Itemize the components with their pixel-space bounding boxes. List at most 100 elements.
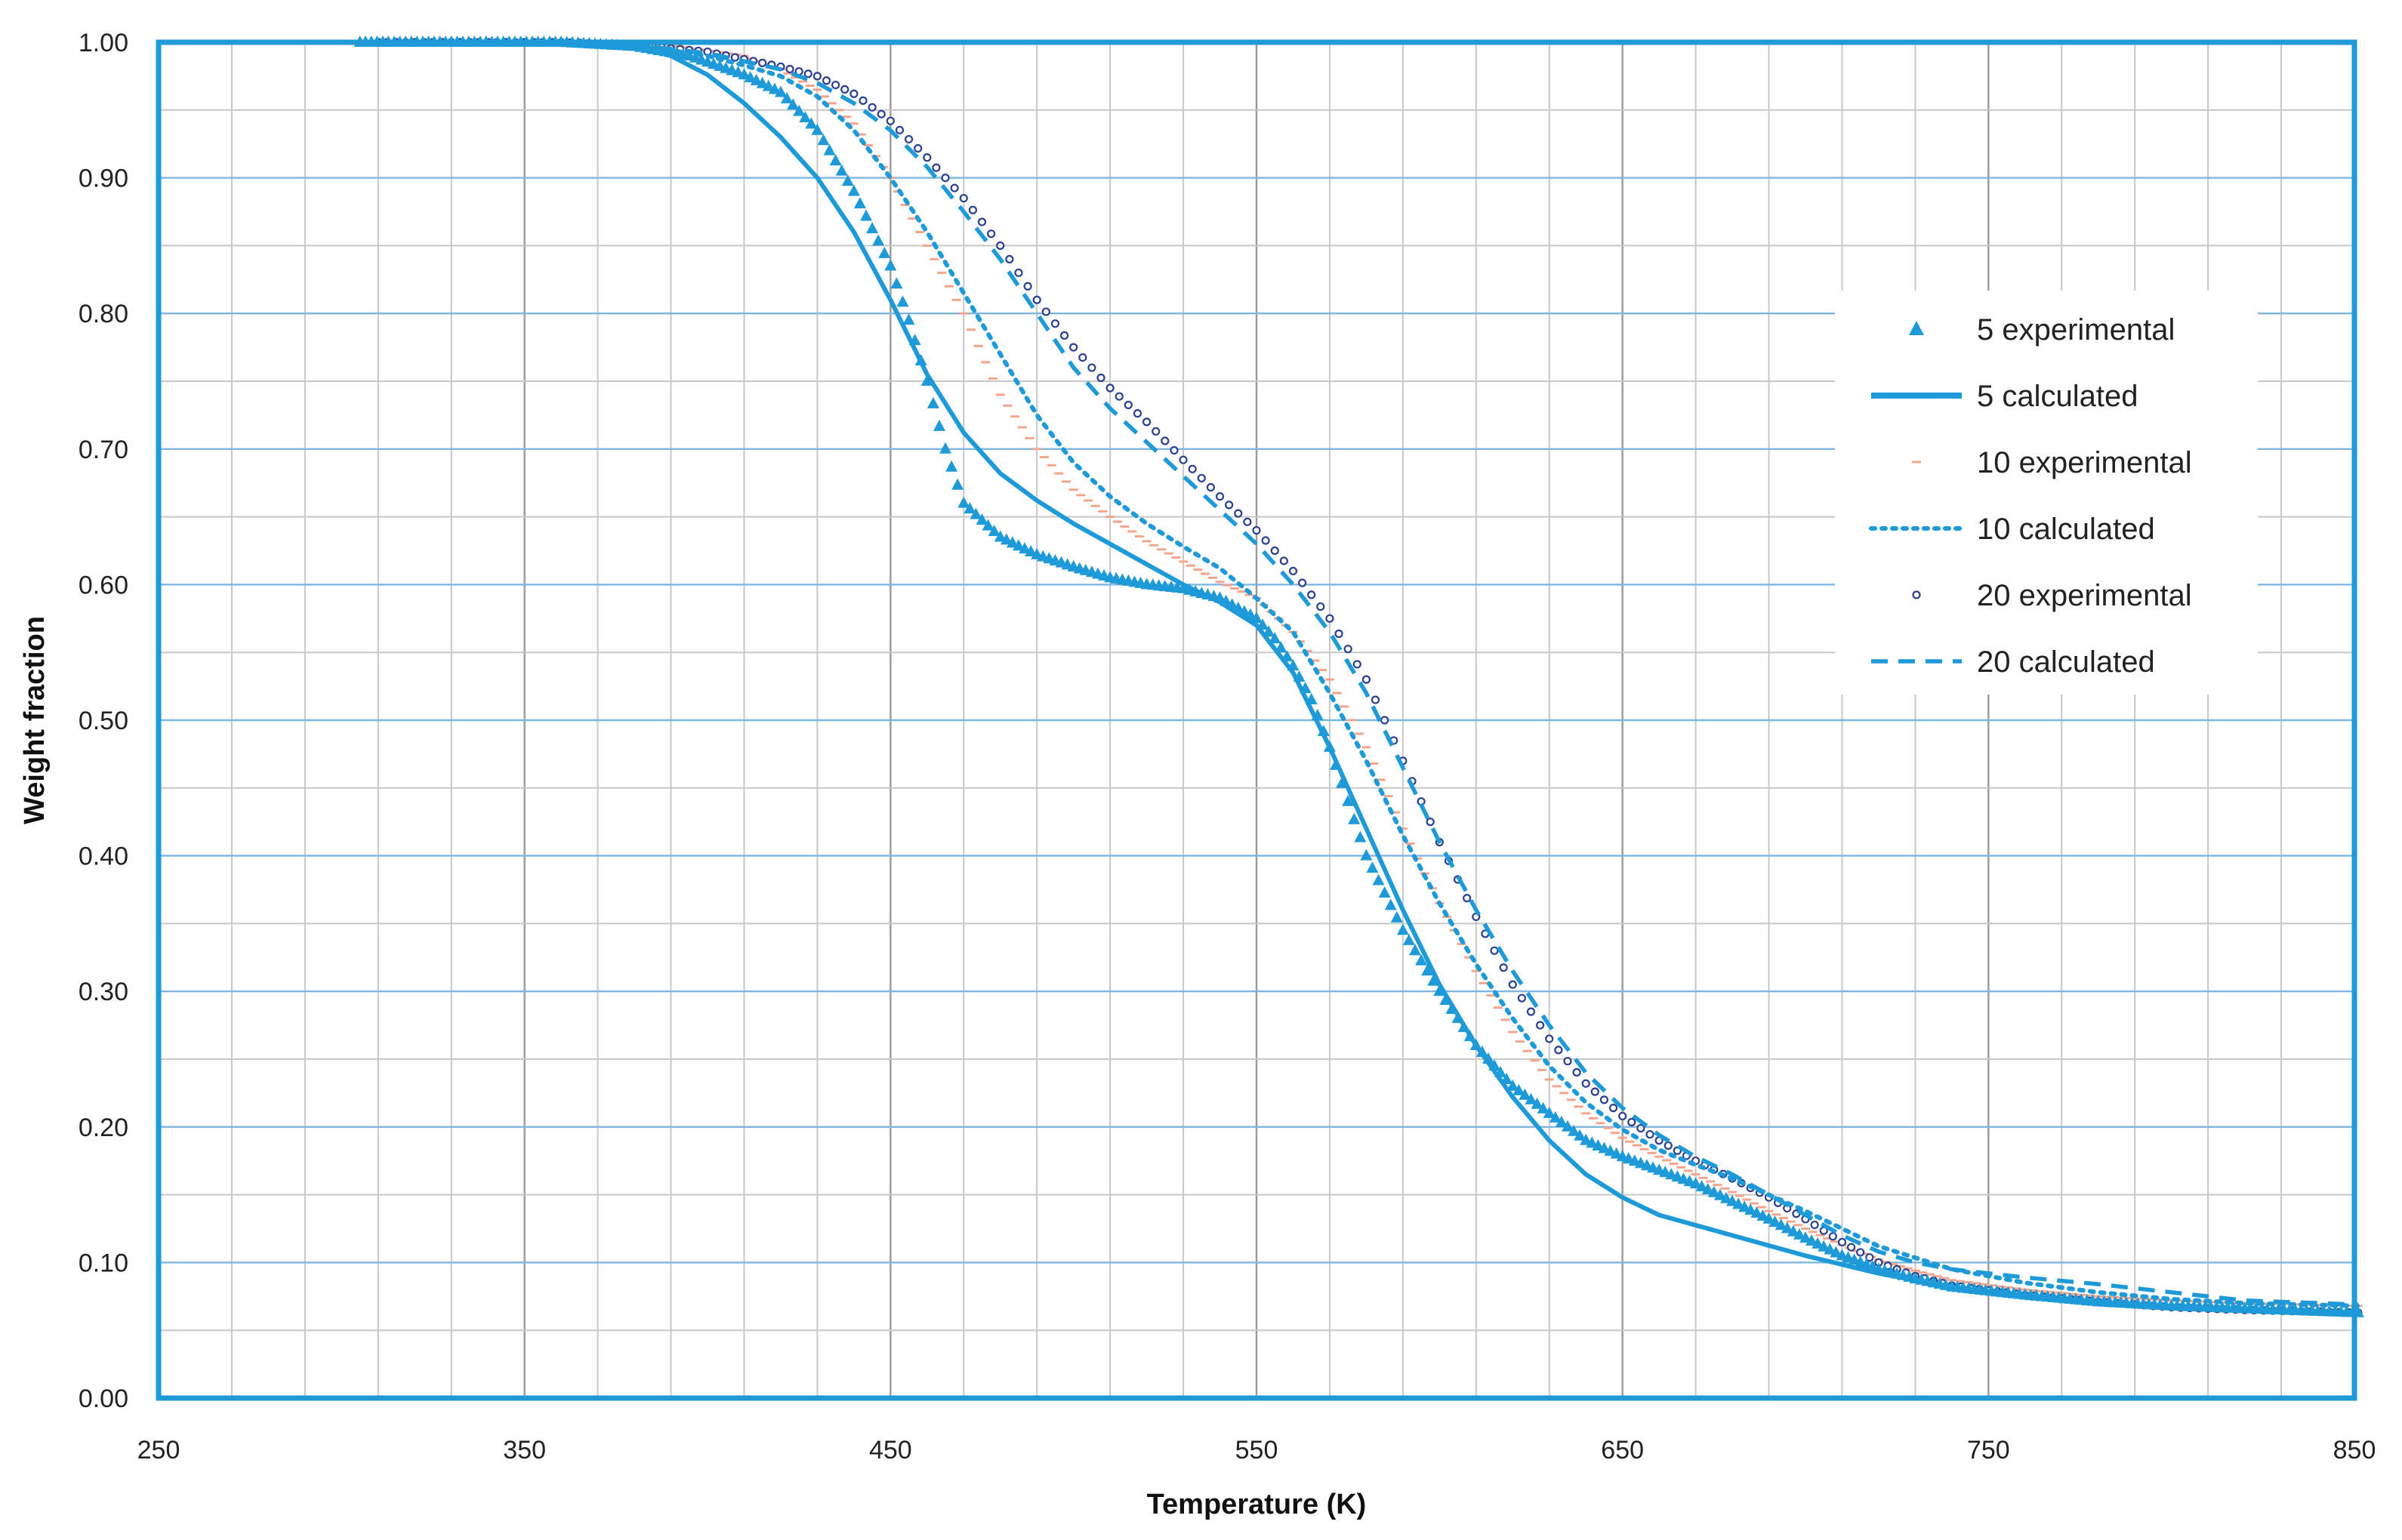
data-point: [950, 183, 959, 192]
data-point: [1781, 1221, 1793, 1234]
data-point: [1005, 254, 1014, 263]
legend-swatch: [1912, 590, 1921, 599]
data-point: [1025, 544, 1038, 556]
data-point: [1426, 818, 1435, 827]
series-10-calculated: [357, 40, 2360, 1308]
data-point: [1307, 590, 1316, 599]
data-point: [1115, 392, 1124, 401]
x-tick-label: 250: [137, 1436, 180, 1465]
data-point: [1645, 1130, 1654, 1139]
data-point: [1050, 319, 1060, 328]
data-point: [902, 313, 915, 325]
data-point: [878, 246, 891, 258]
data-point: [987, 229, 996, 239]
data-point: [1526, 1007, 1536, 1016]
data-point: [1023, 282, 1032, 291]
legend-background: [1835, 291, 2258, 695]
data-point: [1316, 602, 1325, 611]
data-point: [1197, 473, 1206, 483]
data-point: [1536, 1021, 1545, 1030]
data-point: [1713, 1188, 1726, 1200]
data-point: [1170, 445, 1179, 455]
x-tick-label: 550: [1235, 1436, 1278, 1465]
y-tick-labels: 0.00 0.10 0.20 0.30 0.40 0.50 0.60 0.70 0.80 0.90…: [79, 29, 128, 1413]
data-point: [860, 209, 873, 221]
data-point: [1744, 1203, 1757, 1215]
data-point: [1012, 539, 1025, 551]
data-point: [847, 184, 860, 196]
data-point: [1512, 1083, 1525, 1095]
data-point: [1805, 1234, 1818, 1246]
series-line-5-calculated: [359, 40, 2358, 1315]
data-point: [1348, 812, 1361, 824]
data-point: [1087, 363, 1096, 372]
data-point: [1572, 1067, 1581, 1077]
data-point: [1096, 373, 1105, 383]
data-point: [1161, 436, 1170, 445]
data-point: [872, 234, 885, 246]
data-point: [951, 478, 964, 490]
data-point: [877, 109, 886, 119]
data-point: [1810, 1220, 1819, 1230]
data-point: [895, 125, 905, 134]
y-tick-label: 0.40: [79, 842, 128, 871]
data-point: [914, 143, 923, 153]
data-point: [1225, 500, 1234, 510]
legend: 5 experimental 5 calculated 10 experimenta…: [1835, 291, 2258, 695]
data-point: [1707, 1185, 1720, 1197]
legend-label: 10 calculated: [1977, 513, 2155, 546]
data-point: [1865, 1253, 1874, 1262]
data-point: [1561, 1120, 1574, 1132]
data-point: [1078, 353, 1087, 362]
data-point: [1508, 980, 1517, 989]
data-point: [1463, 894, 1472, 903]
data-point: [1019, 542, 1031, 554]
data-point: [896, 295, 909, 307]
data-point: [1738, 1200, 1751, 1212]
data-point: [1568, 1124, 1580, 1136]
data-point: [1732, 1197, 1745, 1209]
data-point: [968, 205, 977, 214]
data-point: [970, 507, 982, 519]
data-point: [959, 193, 968, 203]
data-point: [1152, 427, 1161, 436]
x-tick-label: 750: [1967, 1436, 2010, 1465]
data-point: [1215, 492, 1225, 501]
data-point: [817, 134, 830, 146]
data-point: [762, 79, 775, 91]
data-point: [1537, 1101, 1549, 1113]
data-point: [859, 96, 868, 105]
data-point: [1409, 944, 1422, 956]
data-point: [939, 442, 952, 454]
data-point: [1142, 417, 1152, 427]
data-point: [976, 513, 988, 525]
data-point: [1818, 1240, 1830, 1252]
plot-series: [353, 35, 2364, 1317]
legend-item-10-experimental: 10 experimental: [1912, 446, 2192, 479]
data-point: [799, 110, 812, 122]
data-point: [977, 217, 987, 226]
data-point: [787, 98, 800, 110]
data-point: [1543, 1106, 1556, 1118]
series-20-calculated: [359, 40, 2358, 1307]
data-point: [1490, 946, 1499, 955]
data-point: [744, 70, 757, 82]
data-point: [1750, 1206, 1763, 1218]
data-point: [811, 123, 824, 135]
data-point: [1799, 1231, 1812, 1243]
data-point: [1243, 517, 1252, 526]
data-point: [1701, 1183, 1714, 1195]
data-point: [1574, 1129, 1586, 1141]
data-point: [1343, 645, 1352, 654]
data-point: [1252, 525, 1261, 535]
data-point: [1342, 794, 1355, 806]
data-point: [1812, 1237, 1824, 1249]
data-point: [866, 221, 879, 233]
data-point: [812, 72, 822, 81]
data-point: [1421, 964, 1434, 976]
data-point: [758, 58, 767, 67]
data-point: [1014, 268, 1023, 277]
legend-label: 10 experimental: [1977, 446, 2192, 479]
data-point: [1179, 455, 1188, 464]
